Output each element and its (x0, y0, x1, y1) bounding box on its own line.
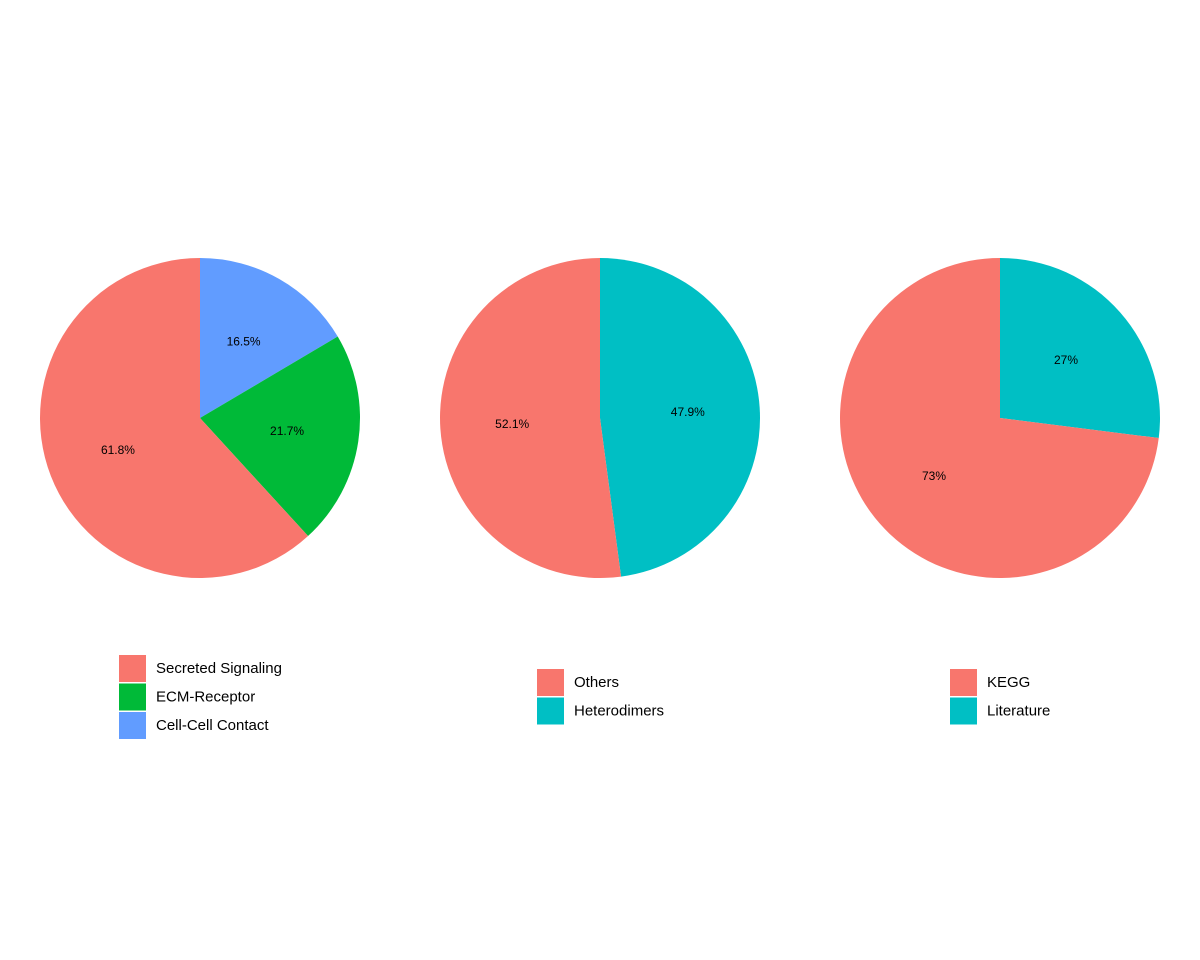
legend-key-secreted-signaling (119, 655, 146, 682)
legend-label-literature: Literature (987, 703, 1050, 720)
slice-label-kegg: 73% (922, 469, 946, 483)
slice-label-literature: 27% (1054, 353, 1078, 367)
legend-label-heterodimers: Heterodimers (574, 703, 664, 720)
pie-slice-literature (1000, 258, 1161, 439)
legend-label-cell-cell-contact: Cell-Cell Contact (156, 717, 269, 734)
legend-label-ecm-receptor: ECM-Receptor (156, 689, 255, 706)
pie-slice-secreted-signaling (39, 257, 309, 578)
pie-chart-1-legend: Secreted Signaling ECM-Receptor Cell-Cell … (119, 655, 282, 739)
legend-key-others (537, 669, 564, 696)
legend-key-literature (950, 697, 977, 725)
pie-chart-2-slices (440, 258, 761, 578)
pie-chart-1-labels: 16.5% 21.7% 61.8% (101, 335, 304, 457)
slice-label-others: 52.1% (495, 417, 529, 431)
legend-label-others: Others (574, 674, 619, 691)
legend-key-ecm-receptor (119, 683, 146, 711)
legend-key-kegg (950, 669, 977, 696)
slice-label-secreted-signaling: 61.8% (101, 443, 135, 457)
pie-slice-cell-cell-contact (200, 258, 338, 418)
pie-chart-3-labels: 27% 73% (922, 353, 1078, 483)
legend-label-kegg: KEGG (987, 674, 1030, 691)
pie-chart-1-slices (39, 257, 361, 578)
pie-chart-3: 27% 73% KEGG Literature (840, 258, 1161, 725)
pie-chart-1: 16.5% 21.7% 61.8% Secreted Signaling ECM-Re… (39, 257, 361, 739)
pie-slice-others (440, 258, 622, 578)
pie-chart-3-slices (840, 258, 1161, 578)
legend-key-heterodimers (537, 697, 564, 725)
legend-label-secreted-signaling: Secreted Signaling (156, 660, 282, 677)
pie-chart-2-legend: Others Heterodimers (537, 669, 664, 725)
pie-slice-ecm-receptor (200, 336, 361, 536)
pie-chart-3-legend: KEGG Literature (950, 669, 1050, 725)
slice-label-cell-cell-contact: 16.5% (227, 335, 261, 349)
slice-label-ecm-receptor: 21.7% (270, 424, 304, 438)
pie-slice-heterodimers (600, 258, 761, 577)
pie-chart-2-labels: 47.9% 52.1% (495, 405, 705, 431)
pie-chart-2: 47.9% 52.1% Others Heterodimers (440, 258, 761, 725)
legend-key-cell-cell-contact (119, 712, 146, 739)
slice-label-heterodimers: 47.9% (671, 405, 705, 419)
pie-slice-kegg (840, 258, 1159, 578)
